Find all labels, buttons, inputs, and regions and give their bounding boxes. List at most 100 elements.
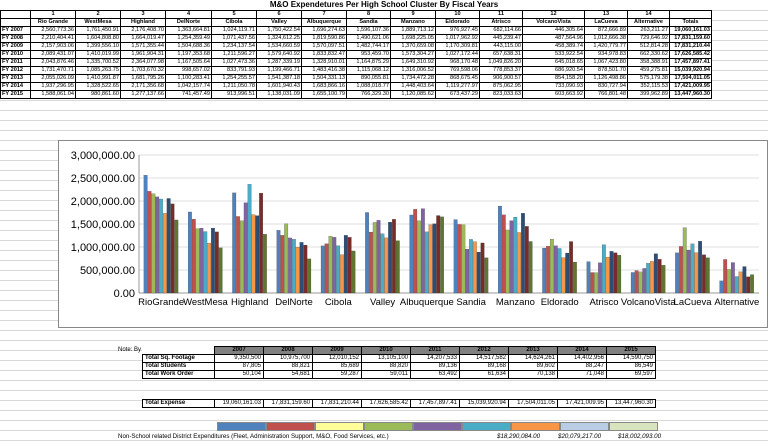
- bar: [388, 221, 392, 294]
- fiscal-year-label: FY 2010: [0, 50, 31, 59]
- bar: [151, 193, 156, 294]
- value-cell: 446,305.64: [522, 26, 585, 35]
- fiscal-year-row: FY 2011 2,043,876.46 1,335,700.52 2,364,077…: [0, 58, 712, 67]
- value-cell: 1,085,263.75: [75, 66, 121, 75]
- y-tick-label: 0.00: [114, 288, 135, 300]
- value-cell: 1,588,061.04: [30, 90, 76, 99]
- x-tick-label: Alternative: [714, 297, 759, 308]
- bar: [472, 241, 477, 294]
- value-cell: 1,197,353.68: [165, 50, 212, 59]
- bar: [521, 213, 525, 294]
- value-cell: 1,571,355.44: [120, 42, 166, 51]
- value-cell: 1,328,522.65: [75, 82, 121, 91]
- stats-row: Total Students 87,805 88,821 85,689 88,820 89…: [142, 362, 656, 371]
- stats-value: 61,634: [459, 370, 509, 379]
- stats-value: 54,681: [263, 370, 313, 379]
- x-tick-label: Eldorado: [541, 297, 579, 308]
- value-cell: 657,638.31: [479, 50, 523, 59]
- value-cell: 1,833,832.47: [301, 50, 347, 59]
- cluster-header-cell: Alternative: [627, 18, 670, 27]
- y-tick-label: 500,000.00: [80, 265, 135, 277]
- bar: [247, 184, 252, 294]
- bar: [380, 233, 385, 294]
- sheet-title: M&O Expendetures Per High School Cluster…: [0, 0, 768, 10]
- value-cell: 1,370,659.08: [390, 42, 436, 51]
- stats-value: 89,602: [508, 362, 558, 371]
- bar: [324, 243, 329, 294]
- stats-value: 14,207,533: [410, 354, 460, 363]
- bar: [609, 251, 614, 294]
- bar: [288, 237, 292, 294]
- value-cell: 445,239.47: [479, 34, 523, 43]
- col-number-cell: 14: [627, 10, 670, 19]
- value-cell: 1,024,119.71: [211, 26, 257, 35]
- bar: [336, 245, 341, 294]
- value-cell: 2,171,356.68: [120, 82, 166, 91]
- value-cell: 459,275.81: [627, 66, 670, 75]
- value-cell: 1,100,283.41: [165, 74, 212, 83]
- color-swatch: [511, 422, 560, 431]
- col-number-cell: 8: [346, 10, 391, 19]
- col-number-cell: 6: [256, 10, 302, 19]
- stats-value: 88,821: [263, 362, 313, 371]
- value-cell: 1,664,019.47: [120, 34, 166, 43]
- y-tick-label: 2,000,000.00: [71, 196, 135, 208]
- bar: [255, 215, 260, 294]
- color-swatch: [560, 422, 609, 431]
- fiscal-year-row: FY 2007 2,560,773.36 1,761,450.91 2,176,408…: [0, 26, 712, 35]
- blank-header-cell: [669, 10, 712, 19]
- bar: [738, 271, 743, 294]
- bar: [646, 263, 651, 294]
- bar: [528, 241, 533, 294]
- value-cell: 1,027,473.36: [211, 58, 257, 67]
- fiscal-year-label: FY 2012: [0, 66, 31, 75]
- value-cell: 1,316,006.52: [390, 66, 436, 75]
- stats-value: 63,492: [410, 370, 460, 379]
- bar: [340, 254, 344, 294]
- total-cell: 17,831,210.44: [669, 42, 712, 51]
- y-tick-label: 3,000,000.00: [71, 150, 135, 162]
- bar: [501, 214, 506, 294]
- value-cell: 1,410,991.87: [75, 74, 121, 83]
- value-cell: 1,696,274.63: [301, 26, 347, 35]
- bar: [746, 276, 751, 294]
- value-cell: 1,042,157.74: [165, 82, 212, 91]
- bar: [484, 257, 489, 294]
- value-cell: 2,055,026.09: [30, 74, 76, 83]
- bar: [299, 242, 304, 294]
- bar: [259, 193, 263, 294]
- value-cell: 878,501.70: [584, 66, 628, 75]
- value-cell: 1,049,826.20: [479, 58, 523, 67]
- bar: [742, 266, 747, 294]
- bar: [546, 246, 550, 294]
- stats-row: Total Sq. Footage 9,350,500 10,975,700 12,0…: [142, 354, 656, 363]
- value-cell: 823,033.63: [479, 90, 523, 99]
- value-cell: 1,601,940.43: [256, 82, 302, 91]
- bar: [166, 198, 171, 294]
- stats-value: 9,350,500: [214, 354, 264, 363]
- value-cell: 2,157,903.06: [30, 42, 76, 51]
- bar: [730, 262, 735, 294]
- year-header: 2015: [606, 346, 656, 355]
- value-cell: 2,043,876.46: [30, 58, 76, 67]
- value-cell: 512,814.28: [627, 42, 670, 51]
- expense-value: 19,060,161.03: [214, 399, 264, 408]
- expense-value: 17,457,897.41: [410, 399, 460, 408]
- value-cell: 1,071,437.56: [211, 34, 257, 43]
- bar: [413, 209, 418, 294]
- year-header: 2009: [312, 346, 362, 355]
- value-cell: 1,541,387.18: [256, 74, 302, 83]
- bar: [550, 239, 554, 294]
- value-cell: 854,158.20: [522, 74, 585, 83]
- bar: [469, 239, 473, 294]
- stats-value: 88,247: [557, 362, 607, 371]
- value-cell: 1,750,422.54: [256, 26, 302, 35]
- bar: [320, 245, 325, 294]
- expense-row: Total Expense 19,060,161.03 17,831,159.60 1…: [142, 399, 656, 408]
- expense-value: 17,626,585.42: [361, 399, 411, 408]
- bar: [295, 246, 300, 294]
- total-cell: 13,447,960.30: [669, 90, 712, 99]
- col-number-cell: 11: [479, 10, 523, 19]
- value-cell: 1,649,310.92: [390, 58, 436, 67]
- fiscal-year-row: FY 2014 1,937,296.95 1,328,522.65 2,171,356…: [0, 82, 712, 91]
